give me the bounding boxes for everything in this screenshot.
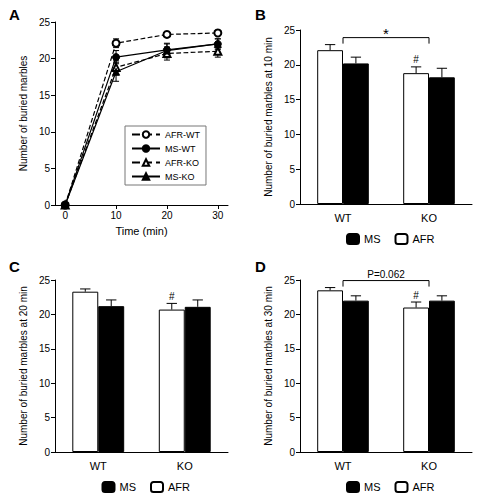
svg-text:MS: MS [364, 481, 381, 493]
svg-text:15: 15 [39, 343, 51, 354]
svg-text:P=0.062: P=0.062 [367, 269, 405, 280]
svg-text:15: 15 [284, 94, 296, 105]
svg-text:Number of buried marbles: Number of buried marbles [18, 56, 29, 172]
svg-text:*: * [383, 25, 389, 42]
svg-text:20: 20 [39, 309, 51, 320]
svg-text:MS-KO: MS-KO [165, 172, 195, 182]
svg-text:20: 20 [284, 59, 296, 70]
svg-text:A: A [9, 6, 20, 23]
svg-text:WT: WT [90, 460, 107, 472]
svg-text:Number of buried marbles at 20: Number of buried marbles at 20 min [18, 286, 29, 446]
svg-text:5: 5 [289, 412, 295, 423]
svg-text:Time (min): Time (min) [115, 225, 167, 237]
svg-text:10: 10 [110, 210, 122, 221]
svg-text:20: 20 [39, 53, 51, 64]
svg-text:#: # [169, 291, 175, 302]
svg-text:10: 10 [39, 126, 51, 137]
svg-text:5: 5 [44, 163, 50, 174]
svg-text:5: 5 [44, 412, 50, 423]
svg-text:KO: KO [421, 212, 437, 224]
svg-text:15: 15 [39, 90, 51, 101]
svg-text:AFR: AFR [413, 233, 435, 245]
svg-text:AFR-KO: AFR-KO [165, 158, 199, 168]
svg-text:WT: WT [334, 460, 351, 472]
svg-text:MS: MS [120, 481, 137, 493]
svg-text:25: 25 [284, 275, 296, 286]
svg-text:MS-WT: MS-WT [165, 144, 196, 154]
svg-text:Number of buried marbles at 10: Number of buried marbles at 10 min [263, 37, 274, 197]
svg-text:Number of buried marbles at 30: Number of buried marbles at 30 min [263, 286, 274, 446]
svg-text:30: 30 [212, 210, 224, 221]
svg-text:D: D [255, 258, 266, 275]
svg-text:AFR: AFR [413, 481, 435, 493]
svg-text:0: 0 [62, 210, 68, 221]
svg-text:C: C [9, 258, 20, 275]
svg-text:WT: WT [334, 212, 351, 224]
svg-text:10: 10 [284, 129, 296, 140]
svg-text:15: 15 [284, 343, 296, 354]
svg-text:MS: MS [364, 233, 381, 245]
svg-text:5: 5 [289, 164, 295, 175]
svg-text:25: 25 [284, 25, 296, 36]
svg-text:KO: KO [421, 460, 437, 472]
svg-text:25: 25 [39, 275, 51, 286]
svg-text:B: B [255, 6, 266, 23]
svg-text:10: 10 [284, 378, 296, 389]
svg-text:0: 0 [44, 200, 50, 211]
svg-text:10: 10 [39, 378, 51, 389]
svg-text:#: # [413, 54, 419, 65]
svg-text:20: 20 [284, 309, 296, 320]
svg-text:20: 20 [161, 210, 173, 221]
svg-text:AFR-WT: AFR-WT [165, 130, 200, 140]
svg-text:#: # [413, 290, 419, 301]
svg-text:AFR: AFR [168, 481, 190, 493]
svg-text:25: 25 [39, 17, 51, 28]
svg-text:0: 0 [289, 199, 295, 210]
svg-text:0: 0 [289, 447, 295, 458]
svg-text:0: 0 [44, 447, 50, 458]
svg-text:KO: KO [177, 460, 193, 472]
